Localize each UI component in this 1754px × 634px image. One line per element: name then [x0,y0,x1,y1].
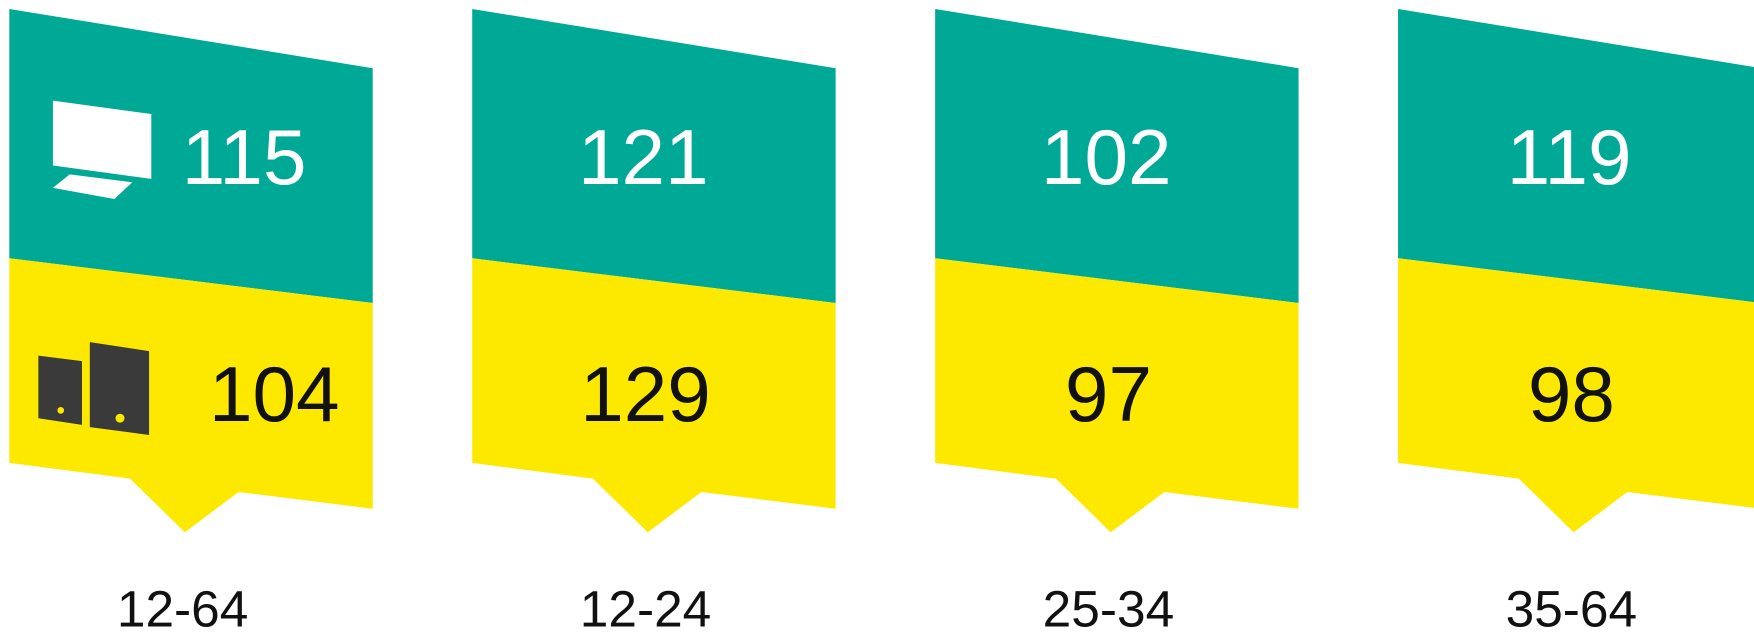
panel-top [472,8,836,304]
icons [38,100,152,435]
panel-top [1398,8,1754,303]
bottom-value: 98 [1528,350,1615,438]
panel-bottom [472,258,836,533]
panel-bottom [9,258,373,533]
panel-top [935,8,1299,304]
group-label: 25-34 [1043,579,1175,634]
top-value: 115 [182,113,307,201]
panel-bottom [1398,258,1754,533]
tablet-small [38,355,82,425]
monitor-screen [52,100,152,179]
top-value: 119 [1507,113,1632,201]
monitor-keyboard [52,174,133,200]
top-value: 102 [1041,113,1172,201]
group-label: 12-64 [117,579,249,634]
tablet-button [115,413,125,423]
panel-top [9,8,373,304]
bottom-value: 104 [209,350,340,438]
bottom-value: 97 [1065,350,1152,438]
bottom-value: 129 [580,350,711,438]
top-value: 121 [578,113,709,201]
group-label: 12-24 [580,579,712,634]
group-label: 35-64 [1506,579,1638,634]
tablet-button [57,407,65,414]
tablet-large [89,342,150,435]
panel-bottom [935,258,1299,533]
